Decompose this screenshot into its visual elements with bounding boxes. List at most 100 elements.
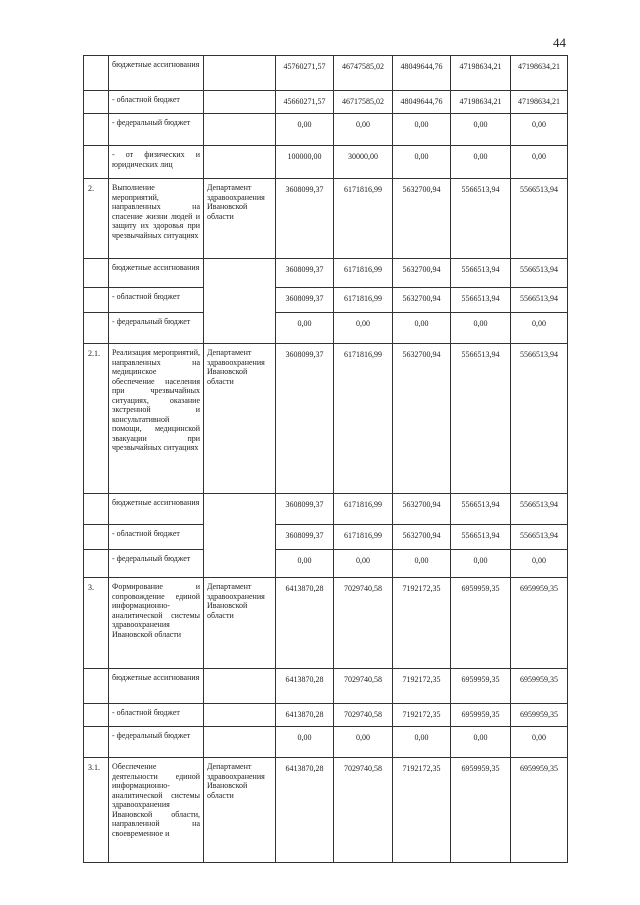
amount-cell: 7192172,35 xyxy=(392,757,451,863)
table-row: 2.1. Реализация мероприятий, направленных… xyxy=(83,343,568,494)
amount-cell: 0,00 xyxy=(450,113,511,146)
amount-cell: 5566513,94 xyxy=(510,178,568,259)
table-row: бюджетные ассигнования 6413870,28 7029740,… xyxy=(83,668,568,704)
row-description: - областной бюджет xyxy=(108,703,204,727)
amount-cell: 0,00 xyxy=(392,312,451,344)
amount-cell: 5566513,94 xyxy=(450,287,511,313)
row-number: 3. xyxy=(83,577,109,669)
amount-cell: 3608099,37 xyxy=(275,524,334,550)
amount-cell: 5566513,94 xyxy=(450,343,511,494)
table-row: - областной бюджет 45660271,57 46717585,02… xyxy=(83,90,568,114)
row-number xyxy=(83,258,109,288)
table-row: - федеральный бюджет 0,00 0,00 0,00 0,00 0,00 xyxy=(83,549,568,578)
row-description: - областной бюджет xyxy=(108,287,204,313)
amount-cell: 0,00 xyxy=(392,145,451,179)
table-row: - федеральный бюджет 0,00 0,00 0,00 0,00 0,00 xyxy=(83,312,568,344)
amount-cell: 3608099,37 xyxy=(275,178,334,259)
amount-cell: 6171816,99 xyxy=(333,524,393,550)
amount-cell: 0,00 xyxy=(450,726,511,758)
amount-cell: 5632700,94 xyxy=(392,343,451,494)
amount-cell: 6959959,35 xyxy=(510,757,568,863)
budget-table: бюджетные ассигнования 45760271,57 4674758… xyxy=(83,55,568,863)
amount-cell: 0,00 xyxy=(392,549,451,578)
table-row: бюджетные ассигнования 45760271,57 4674758… xyxy=(83,55,568,91)
amount-cell: 47198634,21 xyxy=(510,90,568,114)
row-number xyxy=(83,145,109,179)
amount-cell: 5566513,94 xyxy=(450,493,511,525)
amount-cell: 6959959,35 xyxy=(510,668,568,704)
row-description: бюджетные ассигнования xyxy=(108,668,204,704)
amount-cell: 5566513,94 xyxy=(510,343,568,494)
row-number: 3.1. xyxy=(83,757,109,863)
amount-cell: 0,00 xyxy=(392,726,451,758)
amount-cell: 7192172,35 xyxy=(392,668,451,704)
table-row: - областной бюджет 6413870,28 7029740,58 71… xyxy=(83,703,568,727)
amount-cell: 0,00 xyxy=(450,549,511,578)
row-number xyxy=(83,703,109,727)
amount-cell: 6171816,99 xyxy=(333,287,393,313)
amount-cell: 6959959,35 xyxy=(450,577,511,669)
amount-cell: 7192172,35 xyxy=(392,703,451,727)
amount-cell: 6413870,28 xyxy=(275,577,334,669)
table-row: - федеральный бюджет 0,00 0,00 0,00 0,00 0,00 xyxy=(83,726,568,758)
row-number xyxy=(83,493,109,525)
amount-cell: 3608099,37 xyxy=(275,258,334,288)
amount-cell: 0,00 xyxy=(333,312,393,344)
amount-cell: 6171816,99 xyxy=(333,178,393,259)
row-description: Реализация мероприятий, направленных на … xyxy=(108,343,204,494)
row-description: - от физических и юридических лиц xyxy=(108,145,204,179)
amount-cell: 45760271,57 xyxy=(275,55,334,91)
amount-cell: 0,00 xyxy=(510,312,568,344)
amount-cell: 3608099,37 xyxy=(275,287,334,313)
amount-cell: 7029740,58 xyxy=(333,757,393,863)
table-row: 3.1. Обеспечение деятельности единой инфо… xyxy=(83,757,568,863)
amount-cell: 0,00 xyxy=(275,726,334,758)
row-description: - областной бюджет xyxy=(108,90,204,114)
row-number xyxy=(83,55,109,91)
amount-cell: 47198634,21 xyxy=(450,55,511,91)
amount-cell: 0,00 xyxy=(333,726,393,758)
amount-cell: 0,00 xyxy=(510,549,568,578)
responsible-executor xyxy=(203,145,276,179)
amount-cell: 0,00 xyxy=(275,113,334,146)
amount-cell: 7029740,58 xyxy=(333,703,393,727)
amount-cell: 7029740,58 xyxy=(333,668,393,704)
row-number xyxy=(83,726,109,758)
responsible-executor xyxy=(203,668,276,704)
amount-cell: 47198634,21 xyxy=(510,55,568,91)
table-row: бюджетные ассигнования 3608099,37 6171816,… xyxy=(83,493,568,578)
table-row: 2. Выполнение мероприятий, направленных н… xyxy=(83,178,568,259)
responsible-executor xyxy=(203,113,276,146)
amount-cell: 5566513,94 xyxy=(510,258,568,288)
amount-cell: 6171816,99 xyxy=(333,343,393,494)
amount-cell: 0,00 xyxy=(275,549,334,578)
table-row: 3. Формирование и сопровождение единой ин… xyxy=(83,577,568,669)
responsible-executor xyxy=(203,55,276,91)
amount-cell: 6171816,99 xyxy=(333,258,393,288)
table-row: - областной бюджет 3608099,37 6171816,99 56… xyxy=(83,524,568,550)
amount-cell: 0,00 xyxy=(510,113,568,146)
amount-cell: 5632700,94 xyxy=(392,258,451,288)
amount-cell: 100000,00 xyxy=(275,145,334,179)
amount-cell: 6171816,99 xyxy=(333,493,393,525)
amount-cell: 5566513,94 xyxy=(450,178,511,259)
row-number xyxy=(83,668,109,704)
row-description: - федеральный бюджет xyxy=(108,312,204,344)
row-description: Обеспечение деятельности единой информац… xyxy=(108,757,204,863)
table-row: - федеральный бюджет 0,00 0,00 0,00 0,00 0,00 xyxy=(83,113,568,146)
amount-cell: 0,00 xyxy=(450,312,511,344)
table-row: - от физических и юридических лиц 100000,… xyxy=(83,145,568,179)
row-description: - федеральный бюджет xyxy=(108,726,204,758)
amount-cell: 5566513,94 xyxy=(510,287,568,313)
page-number: 44 xyxy=(553,35,566,50)
amount-cell: 7192172,35 xyxy=(392,577,451,669)
amount-cell: 5566513,94 xyxy=(510,524,568,550)
amount-cell: 6413870,28 xyxy=(275,668,334,704)
responsible-executor xyxy=(203,703,276,727)
amount-cell: 5632700,94 xyxy=(392,178,451,259)
row-description: - федеральный бюджет xyxy=(108,113,204,146)
amount-cell: 7029740,58 xyxy=(333,577,393,669)
table-row: - областной бюджет 3608099,37 6171816,99 56… xyxy=(83,287,568,313)
row-number xyxy=(83,90,109,114)
responsible-executor: Департамент здравоохранения Ивановской о… xyxy=(203,178,276,259)
